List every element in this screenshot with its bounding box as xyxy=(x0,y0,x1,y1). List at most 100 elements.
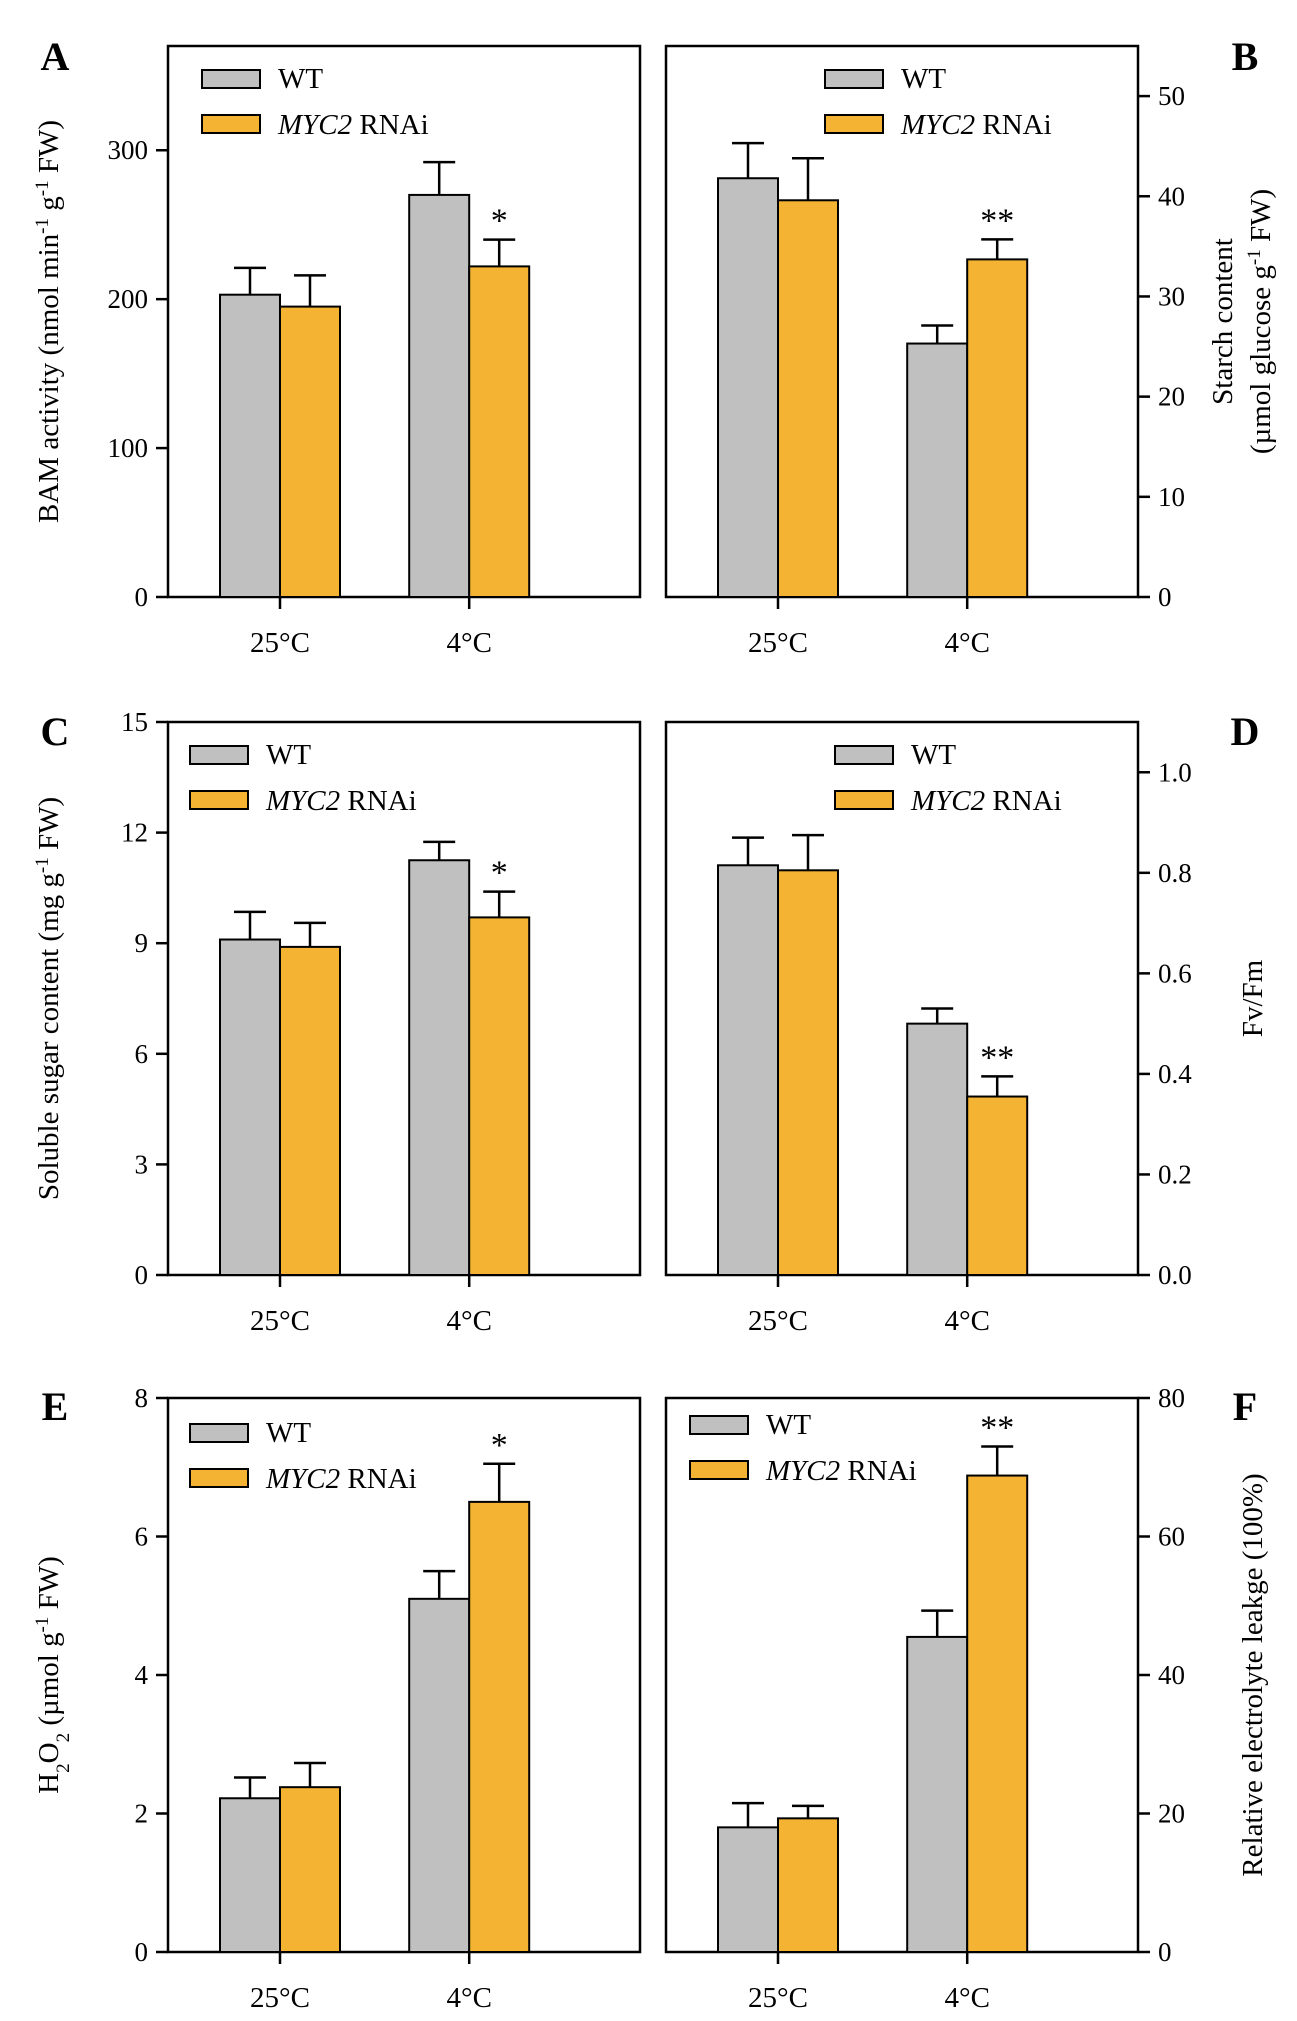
bar-wt xyxy=(906,342,969,599)
legend-swatch-rnai xyxy=(824,114,884,134)
x-tick-label: 4°C xyxy=(446,1982,491,2014)
y-tick-label: 6 xyxy=(135,1522,149,1552)
y-tick-label: 15 xyxy=(121,707,148,737)
bar-rnai xyxy=(468,916,531,1276)
bar-rnai xyxy=(966,1095,1029,1277)
panel-letter: C xyxy=(41,709,70,754)
bar-rnai xyxy=(468,265,531,598)
bar-wt xyxy=(717,177,779,599)
legend-label-wt: WT xyxy=(266,1417,311,1449)
bar-wt xyxy=(906,1635,969,1953)
legend-swatch-rnai xyxy=(834,790,894,810)
plot-frame xyxy=(166,720,642,1277)
legend-label-rnai: MYC2 RNAi xyxy=(910,785,1062,817)
y-tick-label: 50 xyxy=(1158,81,1185,111)
y-tick-label: 200 xyxy=(108,284,149,314)
legend-label-rnai: MYC2 RNAi xyxy=(765,1455,917,1487)
legend-label-rnai: MYC2 RNAi xyxy=(265,785,417,817)
y-tick-label: 20 xyxy=(1158,382,1185,412)
y-tick-label: 40 xyxy=(1158,181,1185,211)
bar-wt xyxy=(906,1022,969,1276)
y-tick-label: 30 xyxy=(1158,281,1185,311)
bar-rnai xyxy=(777,1817,839,1954)
y-axis-label-line2: (µmol glucose g-1 FW) xyxy=(1244,189,1278,454)
y-axis-label-line1: Starch content xyxy=(1207,238,1239,405)
legend-swatch-wt xyxy=(834,745,894,765)
y-tick-label: 8 xyxy=(135,1383,149,1413)
x-tick-label: 25°C xyxy=(748,1982,808,2014)
y-tick-label: 1.0 xyxy=(1158,757,1192,787)
y-tick-label: 0 xyxy=(135,1260,149,1290)
panel-f: 0 20 40 60 80 25°C 4°C ** WT MYC2 RNAi F Relative e… xyxy=(664,1383,1269,2014)
legend-label-rnai: MYC2 RNAi xyxy=(900,109,1052,141)
y-axis-label: BAM activity (nmol min-1 g-1 FW) xyxy=(32,120,66,523)
y-tick-label: 12 xyxy=(121,818,148,848)
legend-label-wt: WT xyxy=(901,63,946,95)
legend-swatch-rnai xyxy=(189,790,249,810)
y-tick-label: 0 xyxy=(1158,582,1172,612)
y-tick-label: 0 xyxy=(135,1937,149,1967)
legend-swatch-wt xyxy=(689,1415,749,1435)
bar-rnai xyxy=(777,869,839,1277)
x-tick-label: 4°C xyxy=(944,1982,989,2014)
y-tick-label: 6 xyxy=(135,1039,149,1069)
bar-wt xyxy=(408,193,471,598)
y-tick-label: 2 xyxy=(135,1799,149,1829)
y-tick-label: 0 xyxy=(1158,1937,1172,1967)
bar-rnai xyxy=(777,199,839,598)
y-tick-label: 0.8 xyxy=(1158,858,1192,888)
bar-wt xyxy=(717,1826,779,1953)
panel-letter: D xyxy=(1231,709,1260,754)
bar-rnai xyxy=(966,258,1029,598)
bar-wt xyxy=(408,1597,471,1953)
y-tick-label: 0.4 xyxy=(1158,1059,1192,1089)
legend-swatch-wt xyxy=(189,1423,249,1443)
y-axis-label: Fv/Fm xyxy=(1237,959,1269,1037)
legend-label-wt: WT xyxy=(278,63,323,95)
x-tick-label: 25°C xyxy=(748,1305,808,1337)
bar-wt xyxy=(408,859,471,1276)
y-tick-label: 4 xyxy=(135,1660,149,1690)
legend-label-wt: WT xyxy=(766,1409,811,1441)
significance-mark: * xyxy=(491,203,508,240)
panel-b: 0 10 20 30 40 50 25°C 4°C ** WT MYC2 RNAi B Starch c… xyxy=(664,34,1278,659)
legend-swatch-rnai xyxy=(689,1460,749,1480)
bar-rnai xyxy=(279,945,341,1276)
y-axis-label: Relative electrolyte leakge (100%) xyxy=(1237,1473,1269,1876)
bar-rnai xyxy=(279,305,341,598)
y-tick-label: 0.0 xyxy=(1158,1260,1192,1290)
y-tick-label: 0.2 xyxy=(1158,1159,1192,1189)
panel-d: 0.0 0.2 0.4 0.6 0.8 1.0 25°C 4°C ** WT MYC2 RNAi D F… xyxy=(664,709,1269,1337)
y-tick-label: 0 xyxy=(135,582,149,612)
bar-rnai xyxy=(966,1474,1029,1954)
x-tick-label: 25°C xyxy=(748,627,808,659)
bar-wt xyxy=(717,864,779,1276)
bar-wt xyxy=(219,293,281,598)
y-tick-label: 9 xyxy=(135,928,149,958)
legend-swatch-wt xyxy=(201,69,261,89)
legend-label-rnai: MYC2 RNAi xyxy=(277,109,429,141)
significance-mark: * xyxy=(491,855,508,892)
y-tick-label: 100 xyxy=(108,433,149,463)
bar-rnai xyxy=(468,1500,531,1953)
panel-c: 0 3 6 9 12 15 25°C 4°C * WT MYC2 RNAi C Soluble suga… xyxy=(32,707,642,1337)
panel-e: 0 2 4 6 8 25°C 4°C * WT MYC2 RNAi E H2O2 (µmol g-1 … xyxy=(32,1383,642,2014)
x-tick-label: 25°C xyxy=(250,627,310,659)
plot-frame xyxy=(166,44,642,599)
legend-label-rnai: MYC2 RNAi xyxy=(265,1463,417,1495)
bar-rnai xyxy=(279,1786,341,1954)
plot-frame xyxy=(664,720,1140,1277)
x-tick-label: 25°C xyxy=(250,1982,310,2014)
legend-swatch-wt xyxy=(824,69,884,89)
y-tick-label: 0.6 xyxy=(1158,958,1192,988)
significance-mark: ** xyxy=(980,1409,1014,1446)
y-tick-label: 80 xyxy=(1158,1383,1185,1413)
y-tick-label: 60 xyxy=(1158,1522,1185,1552)
panel-a: 0 100 200 300 25°C 4°C * WT MYC2 RNAi A BAM activi… xyxy=(32,34,642,659)
legend-swatch-wt xyxy=(189,745,249,765)
x-tick-label: 4°C xyxy=(944,1305,989,1337)
panel-letter: B xyxy=(1232,34,1259,79)
y-tick-label: 40 xyxy=(1158,1660,1185,1690)
x-tick-label: 4°C xyxy=(944,627,989,659)
